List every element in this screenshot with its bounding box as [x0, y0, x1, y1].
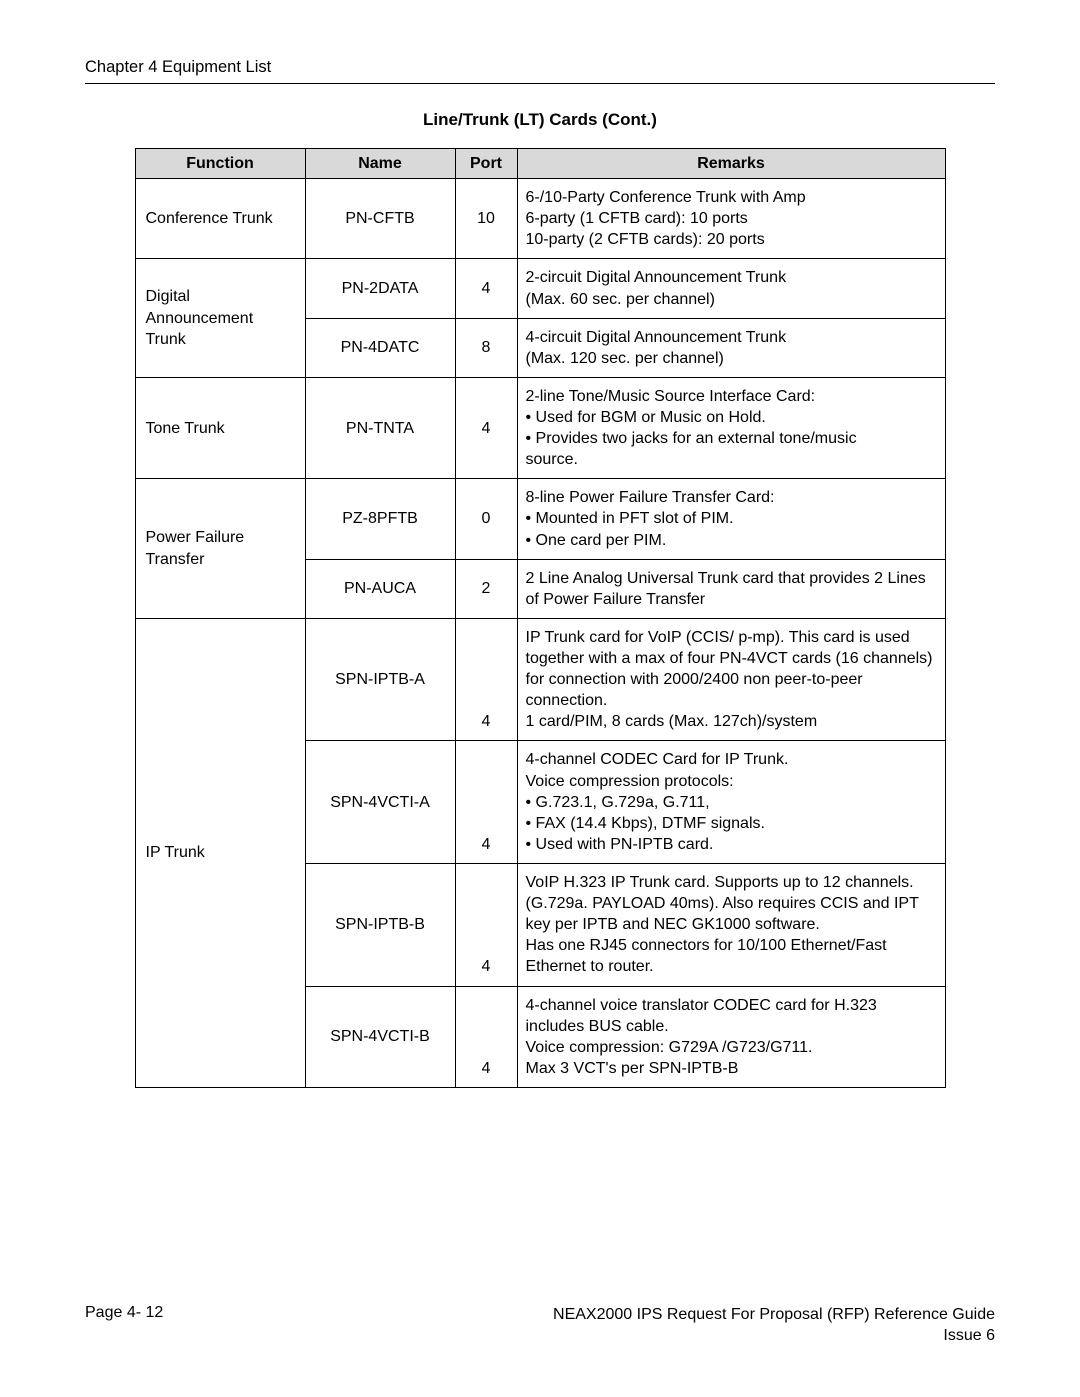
- col-header-port: Port: [455, 149, 517, 179]
- cell-remarks: 4-channel voice translator CODEC card fo…: [517, 986, 945, 1087]
- table-header-row: Function Name Port Remarks: [135, 149, 945, 179]
- col-header-function: Function: [135, 149, 305, 179]
- chapter-heading: Chapter 4 Equipment List: [85, 58, 995, 77]
- cell-port: 8: [455, 318, 517, 377]
- cell-function: Digital Announcement Trunk: [135, 259, 305, 377]
- cell-function: Power Failure Transfer: [135, 479, 305, 619]
- cell-remarks: 4-channel CODEC Card for IP Trunk. Voice…: [517, 741, 945, 864]
- table-row: Tone TrunkPN-TNTA42-line Tone/Music Sour…: [135, 377, 945, 478]
- page-footer: Page 4- 12 NEAX2000 IPS Request For Prop…: [85, 1304, 995, 1347]
- col-header-name: Name: [305, 149, 455, 179]
- col-header-remarks: Remarks: [517, 149, 945, 179]
- cell-name: PN-2DATA: [305, 259, 455, 318]
- table-row: Conference TrunkPN-CFTB106-/10-Party Con…: [135, 179, 945, 259]
- cell-name: SPN-4VCTI-A: [305, 741, 455, 864]
- cell-name: PN-CFTB: [305, 179, 455, 259]
- cell-function: Conference Trunk: [135, 179, 305, 259]
- cell-remarks: VoIP H.323 IP Trunk card. Supports up to…: [517, 863, 945, 986]
- table-row: Power Failure TransferPZ-8PFTB08-line Po…: [135, 479, 945, 559]
- header-rule: [85, 83, 995, 84]
- cell-port: 10: [455, 179, 517, 259]
- cell-remarks: 2-circuit Digital Announcement Trunk (Ma…: [517, 259, 945, 318]
- cell-name: PN-AUCA: [305, 559, 455, 618]
- cell-remarks: IP Trunk card for VoIP (CCIS/ p-mp). Thi…: [517, 618, 945, 741]
- cell-name: SPN-4VCTI-B: [305, 986, 455, 1087]
- cell-name: PN-4DATC: [305, 318, 455, 377]
- footer-doc-title: NEAX2000 IPS Request For Proposal (RFP) …: [553, 1304, 995, 1326]
- cell-port: 4: [455, 618, 517, 741]
- cards-table: Function Name Port Remarks Conference Tr…: [135, 148, 946, 1088]
- cell-name: PZ-8PFTB: [305, 479, 455, 559]
- cell-remarks: 2-line Tone/Music Source Interface Card:…: [517, 377, 945, 478]
- cell-port: 0: [455, 479, 517, 559]
- cell-port: 4: [455, 863, 517, 986]
- cell-remarks: 2 Line Analog Universal Trunk card that …: [517, 559, 945, 618]
- cell-port: 4: [455, 377, 517, 478]
- footer-issue: Issue 6: [553, 1325, 995, 1347]
- cell-port: 4: [455, 259, 517, 318]
- cell-name: SPN-IPTB-B: [305, 863, 455, 986]
- table-title: Line/Trunk (LT) Cards (Cont.): [85, 110, 995, 130]
- cell-remarks: 6-/10-Party Conference Trunk with Amp 6-…: [517, 179, 945, 259]
- table-row: IP TrunkSPN-IPTB-A4IP Trunk card for VoI…: [135, 618, 945, 741]
- cell-name: PN-TNTA: [305, 377, 455, 478]
- cell-port: 4: [455, 741, 517, 864]
- cell-function: IP Trunk: [135, 618, 305, 1087]
- table-row: Digital Announcement TrunkPN-2DATA42-cir…: [135, 259, 945, 318]
- cell-function: Tone Trunk: [135, 377, 305, 478]
- cell-port: 2: [455, 559, 517, 618]
- cell-name: SPN-IPTB-A: [305, 618, 455, 741]
- cell-remarks: 4-circuit Digital Announcement Trunk (Ma…: [517, 318, 945, 377]
- footer-page-label: Page 4- 12: [85, 1304, 163, 1322]
- cell-remarks: 8-line Power Failure Transfer Card: • Mo…: [517, 479, 945, 559]
- cell-port: 4: [455, 986, 517, 1087]
